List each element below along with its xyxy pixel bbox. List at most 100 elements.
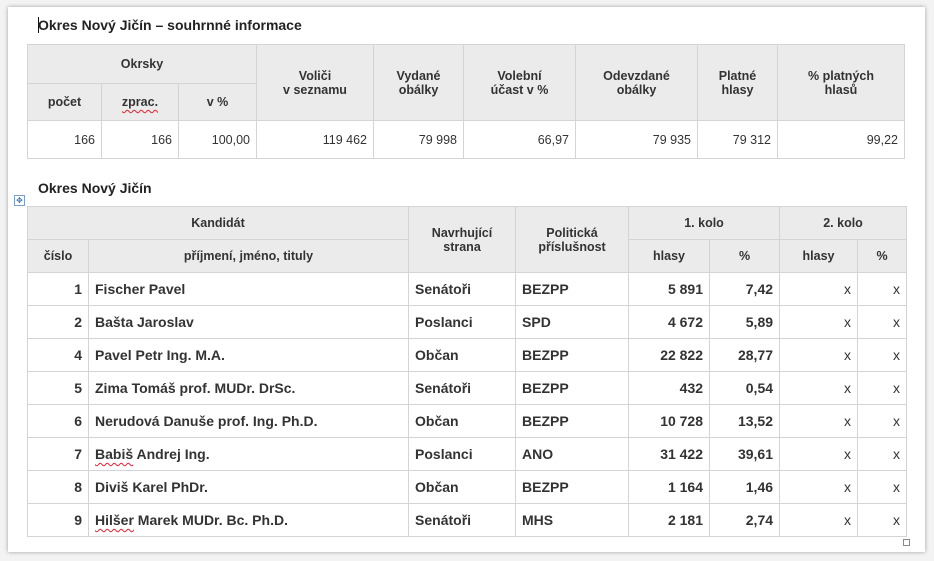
header-pct2: %	[857, 239, 908, 273]
candidate-party: Občan	[408, 404, 517, 438]
round2-percent: x	[857, 503, 908, 537]
candidate-party: Senátoři	[408, 272, 517, 306]
candidate-name: Nerudová Danuše prof. Ing. Ph.D.	[87, 404, 410, 438]
round1-votes: 31 422	[628, 437, 711, 471]
header-v-pct: v %	[178, 83, 257, 121]
header-platne: Platné hlasy	[697, 44, 778, 121]
candidate-affiliation: MHS	[515, 503, 630, 537]
header-kolo1: 1. kolo	[628, 206, 781, 240]
round1-votes: 5 891	[628, 272, 711, 306]
candidate-number: 6	[27, 404, 89, 438]
candidate-affiliation: BEZPP	[515, 338, 630, 372]
candidate-number: 1	[27, 272, 89, 306]
table-row: 4 Pavel Petr Ing. M.A. Občan BEZPP 22 822 28,…	[27, 338, 908, 372]
value-platne: 79 312	[697, 120, 778, 159]
table-row: 1 Fischer Pavel Senátoři BEZPP 5 891 7,42 x x	[27, 272, 908, 306]
round2-percent: x	[857, 338, 908, 372]
candidate-party: Občan	[408, 338, 517, 372]
round1-percent: 2,74	[709, 503, 781, 537]
round1-votes: 2 181	[628, 503, 711, 537]
header-kolo2: 2. kolo	[779, 206, 908, 240]
candidate-party: Senátoři	[408, 503, 517, 537]
round1-votes: 432	[628, 371, 711, 405]
value-volici: 119 462	[256, 120, 374, 159]
value-odevzdane: 79 935	[575, 120, 698, 159]
value-zprac: 166	[101, 120, 179, 159]
round2-votes: x	[779, 404, 859, 438]
candidate-name: Zima Tomáš prof. MUDr. DrSc.	[87, 371, 410, 405]
candidate-name: Hilšer Marek MUDr. Bc. Ph.D.	[87, 503, 410, 537]
value-pct-platnych: 99,22	[777, 120, 905, 159]
candidate-number: 2	[27, 305, 89, 339]
value-vydane: 79 998	[373, 120, 464, 159]
round2-votes: x	[779, 371, 859, 405]
candidate-affiliation: BEZPP	[515, 470, 630, 504]
round2-votes: x	[779, 338, 859, 372]
round1-percent: 0,54	[709, 371, 781, 405]
value-ucast: 66,97	[463, 120, 576, 159]
candidate-number: 7	[27, 437, 89, 471]
round2-votes: x	[779, 437, 859, 471]
round2-votes: x	[779, 503, 859, 537]
header-ucast: Volební účast v %	[463, 44, 576, 121]
round2-percent: x	[857, 305, 908, 339]
table-move-handle-icon[interactable]: ✥	[14, 195, 25, 206]
round1-votes: 22 822	[628, 338, 711, 372]
table-row: 5 Zima Tomáš prof. MUDr. DrSc. Senátoři BEZ…	[27, 371, 908, 405]
summary-table: Okrsky Voliči v seznamu Vydané obálky Vole…	[27, 44, 905, 159]
candidate-affiliation: ANO	[515, 437, 630, 471]
table-row: 6 Nerudová Danuše prof. Ing. Ph.D. Občan BE…	[27, 404, 908, 438]
value-v-pct: 100,00	[178, 120, 257, 159]
candidate-affiliation: BEZPP	[515, 404, 630, 438]
table-row: 7 Babiš Andrej Ing. Poslanci ANO 31 422 39,61…	[27, 437, 908, 471]
round1-percent: 39,61	[709, 437, 781, 471]
candidate-name: Pavel Petr Ing. M.A.	[87, 338, 410, 372]
header-pct-platnych: % platných hlasů	[777, 44, 905, 121]
header-volici: Voliči v seznamu	[256, 44, 374, 121]
candidate-name: Bašta Jaroslav	[87, 305, 410, 339]
table-row: 9 Hilšer Marek MUDr. Bc. Ph.D. Senátoři MHS…	[27, 503, 908, 537]
results-title: Okres Nový Jičín	[38, 180, 152, 196]
candidate-number: 5	[27, 371, 89, 405]
candidate-party: Občan	[408, 470, 517, 504]
candidate-affiliation: BEZPP	[515, 272, 630, 306]
header-kandidat: Kandidát	[26, 206, 410, 240]
results-table: Kandidát Navrhující strana Politická přísl…	[26, 206, 908, 537]
text-cursor	[38, 17, 39, 33]
header-pct1: %	[709, 239, 781, 273]
resize-handle-icon[interactable]	[903, 539, 910, 546]
header-hlasy2: hlasy	[779, 239, 859, 273]
round2-votes: x	[779, 305, 859, 339]
round1-percent: 1,46	[709, 470, 781, 504]
round2-percent: x	[857, 404, 908, 438]
value-pocet: 166	[27, 120, 102, 159]
round2-percent: x	[857, 470, 908, 504]
header-zprac: zprac.	[101, 83, 179, 121]
round1-percent: 13,52	[709, 404, 781, 438]
round1-percent: 7,42	[709, 272, 781, 306]
candidate-party: Senátoři	[408, 371, 517, 405]
round1-votes: 4 672	[628, 305, 711, 339]
candidate-party: Poslanci	[408, 437, 517, 471]
header-hlasy1: hlasy	[628, 239, 711, 273]
round1-votes: 1 164	[628, 470, 711, 504]
candidate-affiliation: BEZPP	[515, 371, 630, 405]
candidate-number: 8	[27, 470, 89, 504]
candidate-name: Babiš Andrej Ing.	[87, 437, 410, 471]
header-navrhujici: Navrhující strana	[408, 206, 517, 273]
candidate-party: Poslanci	[408, 305, 517, 339]
header-vydane: Vydané obálky	[373, 44, 464, 121]
header-pocet: počet	[27, 83, 102, 121]
round2-percent: x	[857, 371, 908, 405]
round1-percent: 28,77	[709, 338, 781, 372]
header-cislo: číslo	[27, 239, 89, 273]
header-politicka: Politická příslušnost	[515, 206, 630, 273]
summary-title: Okres Nový Jičín – souhrnné informace	[38, 17, 302, 33]
candidate-affiliation: SPD	[515, 305, 630, 339]
header-jmeno: příjmení, jméno, tituly	[87, 239, 410, 273]
header-odevzdane: Odevzdané obálky	[575, 44, 698, 121]
round1-votes: 10 728	[628, 404, 711, 438]
round2-votes: x	[779, 272, 859, 306]
round2-percent: x	[857, 272, 908, 306]
candidate-number: 4	[27, 338, 89, 372]
